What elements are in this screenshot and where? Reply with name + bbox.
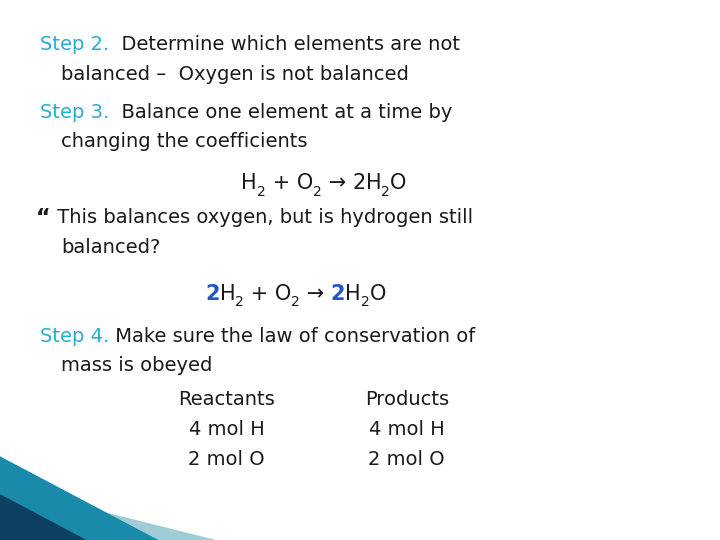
Text: 4 mol H: 4 mol H xyxy=(189,420,265,439)
Text: 2: 2 xyxy=(235,295,244,309)
Text: Step 2.: Step 2. xyxy=(40,35,109,54)
Text: O: O xyxy=(390,173,406,193)
Text: Balance one element at a time by: Balance one element at a time by xyxy=(109,103,452,122)
Text: 4 mol H: 4 mol H xyxy=(369,420,445,439)
Text: 2: 2 xyxy=(312,185,322,199)
Text: →: → xyxy=(300,284,330,303)
Text: + O: + O xyxy=(244,284,292,303)
Text: 2: 2 xyxy=(257,185,266,199)
Text: Determine which elements are not: Determine which elements are not xyxy=(109,35,460,54)
Polygon shape xyxy=(0,494,86,540)
Text: 2: 2 xyxy=(205,284,220,303)
Text: H: H xyxy=(241,173,257,193)
Text: 2 mol O: 2 mol O xyxy=(369,450,445,469)
Text: changing the coefficients: changing the coefficients xyxy=(61,132,307,151)
Polygon shape xyxy=(0,486,216,540)
Text: Products: Products xyxy=(365,390,449,409)
Text: 2: 2 xyxy=(381,185,390,199)
Text: H: H xyxy=(366,173,381,193)
Text: →: → xyxy=(322,173,352,193)
Text: Make sure the law of conservation of: Make sure the law of conservation of xyxy=(109,327,475,346)
Text: O: O xyxy=(369,284,386,303)
Text: 2: 2 xyxy=(292,295,300,309)
Text: Step 4.: Step 4. xyxy=(40,327,109,346)
Text: 2: 2 xyxy=(361,295,369,309)
Text: balanced –  Oxygen is not balanced: balanced – Oxygen is not balanced xyxy=(61,65,409,84)
Text: 2 mol O: 2 mol O xyxy=(189,450,265,469)
Text: 2: 2 xyxy=(352,173,366,193)
Text: This balances oxygen, but is hydrogen still: This balances oxygen, but is hydrogen st… xyxy=(50,208,473,227)
Text: mass is obeyed: mass is obeyed xyxy=(61,356,212,375)
Text: H: H xyxy=(346,284,361,303)
Text: H: H xyxy=(220,284,235,303)
Text: 2: 2 xyxy=(330,284,346,303)
Text: Step 3.: Step 3. xyxy=(40,103,109,122)
Polygon shape xyxy=(0,456,158,540)
Text: “: “ xyxy=(36,208,50,228)
Text: + O: + O xyxy=(266,173,312,193)
Text: balanced?: balanced? xyxy=(61,238,161,256)
Text: Reactants: Reactants xyxy=(179,390,275,409)
